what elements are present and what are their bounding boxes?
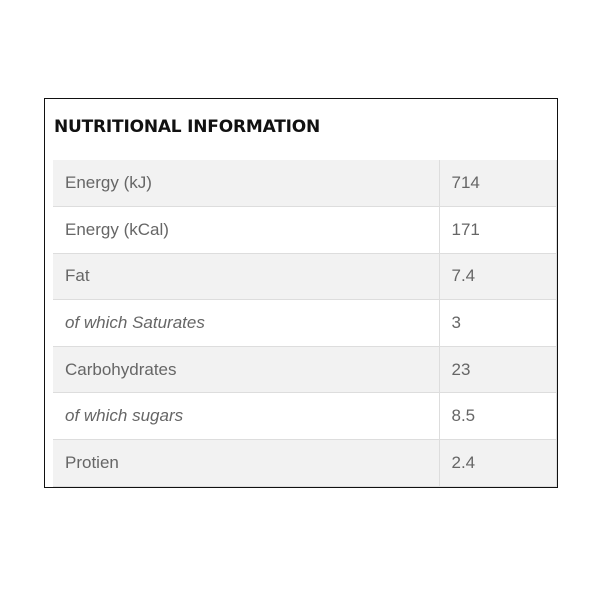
table-row: Energy (kCal) 171 — [53, 206, 557, 254]
nutrition-panel: NUTRITIONAL INFORMATION Energy (kJ) 714 En… — [44, 98, 558, 488]
nutrient-value: 3 — [439, 299, 557, 347]
nutrient-label: Energy (kCal) — [53, 206, 440, 254]
nutrient-label: Fat — [53, 252, 440, 301]
nutrient-label: Protien — [53, 439, 440, 487]
nutrient-label: of which sugars — [53, 392, 440, 441]
nutrient-value: 23 — [439, 345, 557, 394]
nutrient-label: Carbohydrates — [53, 345, 440, 394]
nutrient-label: Energy (kJ) — [53, 160, 440, 208]
table-row: Carbohydrates 23 — [53, 345, 557, 394]
table-row: of which Saturates 3 — [53, 299, 557, 347]
table-row: Protien 2.4 — [53, 439, 557, 487]
nutrient-value: 714 — [439, 160, 557, 208]
table-row: of which sugars 8.5 — [53, 392, 557, 441]
nutrient-value: 171 — [439, 206, 557, 254]
nutrition-table: Energy (kJ) 714 Energy (kCal) 171 Fat 7.4 of w… — [53, 160, 557, 487]
table-row: Fat 7.4 — [53, 252, 557, 301]
nutrient-value: 8.5 — [439, 392, 557, 441]
panel-title: NUTRITIONAL INFORMATION — [54, 117, 321, 137]
nutrient-value: 7.4 — [439, 252, 557, 301]
table-row: Energy (kJ) 714 — [53, 160, 557, 208]
nutrient-value: 2.4 — [439, 439, 557, 487]
nutrient-label: of which Saturates — [53, 299, 440, 347]
